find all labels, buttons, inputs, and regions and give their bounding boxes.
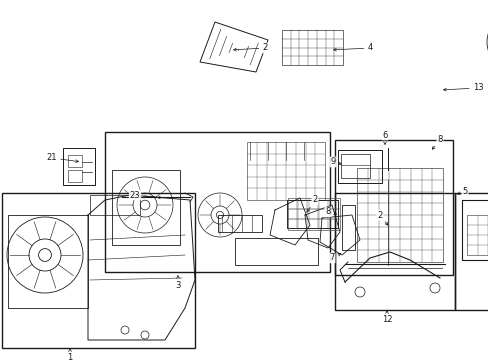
Bar <box>286 200 337 228</box>
Text: 2: 2 <box>306 195 317 212</box>
Text: 23: 23 <box>129 190 161 199</box>
Bar <box>454 193 488 310</box>
Text: 24: 24 <box>0 359 1 360</box>
Bar <box>334 193 454 310</box>
Text: 3: 3 <box>175 275 181 289</box>
Bar <box>63 148 95 185</box>
Text: 9: 9 <box>330 158 341 166</box>
Text: 19: 19 <box>0 359 1 360</box>
Bar <box>282 30 342 65</box>
Bar <box>356 168 442 262</box>
Bar <box>105 132 329 272</box>
Bar <box>218 215 262 232</box>
Bar <box>246 142 325 200</box>
Bar <box>341 205 354 250</box>
Text: 1: 1 <box>67 349 73 360</box>
Text: 10: 10 <box>0 359 1 360</box>
Text: 16: 16 <box>0 359 1 360</box>
Text: 12: 12 <box>381 311 391 324</box>
Text: 13: 13 <box>443 84 482 93</box>
Text: 17: 17 <box>0 359 1 360</box>
Text: 2: 2 <box>233 44 267 53</box>
Bar <box>112 170 180 245</box>
Text: 22: 22 <box>0 359 1 360</box>
Bar <box>286 200 337 228</box>
Text: 4: 4 <box>333 44 372 53</box>
Bar <box>68 155 82 167</box>
Text: 18: 18 <box>0 359 1 360</box>
Text: 2: 2 <box>377 211 387 225</box>
Bar <box>334 140 452 275</box>
Text: 14: 14 <box>0 359 1 360</box>
Text: 5: 5 <box>456 188 467 197</box>
Bar <box>90 195 140 215</box>
Bar <box>287 198 339 230</box>
Text: 21: 21 <box>47 153 78 163</box>
Bar <box>68 170 82 182</box>
Bar <box>340 154 369 178</box>
Bar <box>466 215 488 255</box>
Bar <box>337 150 381 183</box>
Text: 8: 8 <box>431 135 442 149</box>
Text: 6: 6 <box>382 130 387 144</box>
Bar <box>2 193 195 348</box>
Text: 20: 20 <box>0 359 1 360</box>
Text: 7: 7 <box>328 253 340 262</box>
Text: 15: 15 <box>0 359 1 360</box>
Bar <box>8 215 88 308</box>
Bar <box>235 238 317 265</box>
Bar <box>461 200 488 260</box>
Text: 8: 8 <box>325 207 336 216</box>
Text: 11: 11 <box>0 359 1 360</box>
